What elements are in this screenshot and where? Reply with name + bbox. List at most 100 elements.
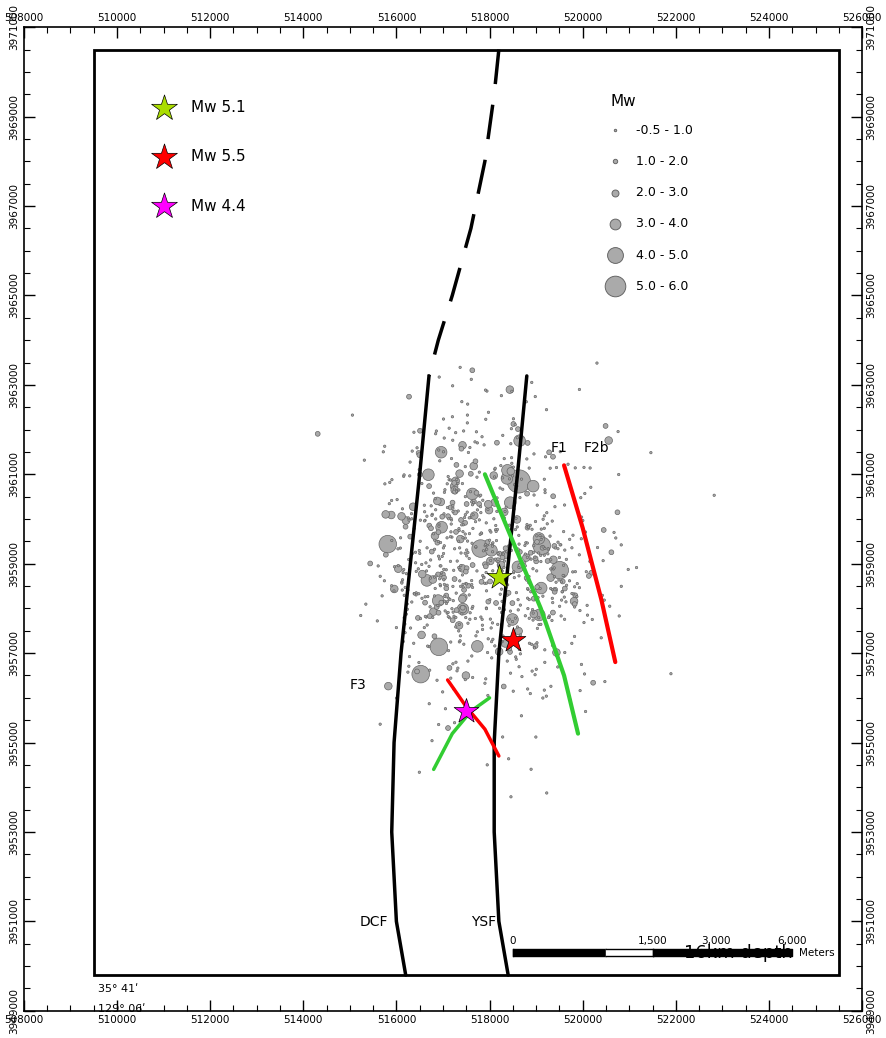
Point bbox=[474, 504, 488, 521]
Point bbox=[487, 461, 501, 477]
Point bbox=[444, 634, 458, 651]
Point bbox=[505, 455, 519, 471]
Point bbox=[462, 550, 477, 567]
Point bbox=[451, 660, 465, 677]
Point bbox=[424, 497, 439, 514]
Text: 2.0 - 3.0: 2.0 - 3.0 bbox=[636, 186, 688, 199]
Point bbox=[396, 633, 410, 650]
Point bbox=[460, 548, 474, 565]
Point bbox=[391, 541, 405, 557]
Point bbox=[422, 466, 436, 483]
Point bbox=[397, 467, 411, 484]
Point bbox=[608, 121, 622, 138]
Point bbox=[452, 559, 466, 576]
Point bbox=[614, 578, 628, 595]
Point bbox=[546, 448, 560, 465]
Point bbox=[570, 589, 584, 605]
Point bbox=[418, 595, 432, 611]
Point bbox=[506, 415, 520, 432]
Point bbox=[598, 417, 612, 434]
Text: -0.5 - 1.0: -0.5 - 1.0 bbox=[636, 124, 693, 137]
Point bbox=[485, 542, 499, 558]
Point bbox=[608, 216, 622, 233]
Point bbox=[472, 512, 486, 528]
Point bbox=[458, 525, 472, 542]
Point bbox=[541, 609, 556, 626]
Point bbox=[420, 572, 434, 589]
Point bbox=[477, 543, 491, 559]
Point bbox=[435, 509, 449, 525]
Point bbox=[574, 656, 588, 673]
Point bbox=[405, 511, 419, 527]
Point bbox=[447, 479, 462, 495]
Point bbox=[491, 553, 505, 570]
Point bbox=[486, 614, 500, 631]
Point bbox=[431, 493, 445, 510]
Point bbox=[475, 611, 489, 628]
Point bbox=[491, 570, 505, 586]
Point bbox=[433, 577, 447, 594]
Point bbox=[432, 571, 447, 588]
Point bbox=[423, 662, 437, 679]
Point bbox=[629, 559, 643, 576]
Point bbox=[509, 477, 524, 494]
Point bbox=[537, 520, 551, 537]
Point bbox=[559, 577, 573, 594]
Point bbox=[412, 542, 426, 558]
Point bbox=[467, 458, 481, 474]
Point bbox=[448, 425, 462, 441]
Text: 1.0 - 2.0: 1.0 - 2.0 bbox=[636, 155, 688, 168]
Point bbox=[497, 503, 511, 520]
Point bbox=[538, 540, 552, 556]
Point bbox=[447, 593, 461, 609]
Point bbox=[359, 596, 373, 612]
Point bbox=[451, 475, 465, 492]
Point bbox=[513, 557, 527, 574]
Point bbox=[427, 569, 441, 585]
Point bbox=[412, 461, 426, 477]
Point bbox=[557, 497, 571, 514]
Point bbox=[491, 545, 505, 562]
Point bbox=[400, 566, 414, 582]
Point bbox=[518, 546, 532, 563]
Point bbox=[470, 424, 484, 440]
Point bbox=[511, 623, 525, 639]
Point bbox=[440, 577, 455, 594]
Point bbox=[448, 484, 462, 500]
Point bbox=[507, 565, 521, 581]
Point bbox=[428, 527, 442, 544]
Point bbox=[437, 506, 451, 522]
Point bbox=[470, 501, 485, 518]
Point bbox=[437, 538, 451, 554]
Point bbox=[506, 514, 520, 530]
Point bbox=[437, 569, 451, 585]
Point bbox=[479, 600, 494, 617]
Point bbox=[436, 566, 450, 582]
Point bbox=[455, 475, 470, 492]
Point bbox=[479, 515, 494, 531]
Point bbox=[486, 563, 500, 579]
Point bbox=[565, 540, 579, 556]
Point bbox=[428, 531, 442, 548]
Point bbox=[544, 580, 558, 597]
Point bbox=[447, 571, 462, 588]
Point bbox=[567, 593, 581, 609]
Point bbox=[397, 609, 411, 626]
Point bbox=[493, 502, 507, 519]
Point bbox=[449, 602, 463, 619]
Point bbox=[460, 414, 474, 431]
Point bbox=[460, 576, 474, 593]
Point bbox=[526, 611, 540, 628]
Point bbox=[494, 581, 509, 598]
Point bbox=[493, 480, 507, 496]
Point bbox=[559, 551, 573, 568]
Point bbox=[531, 620, 545, 636]
Point bbox=[495, 549, 509, 566]
Point bbox=[357, 452, 371, 468]
Point bbox=[455, 440, 469, 457]
Text: 4.0 - 5.0: 4.0 - 5.0 bbox=[636, 249, 688, 262]
Point bbox=[385, 532, 399, 549]
Point bbox=[452, 623, 466, 639]
Point bbox=[485, 650, 499, 666]
Point bbox=[453, 632, 467, 649]
